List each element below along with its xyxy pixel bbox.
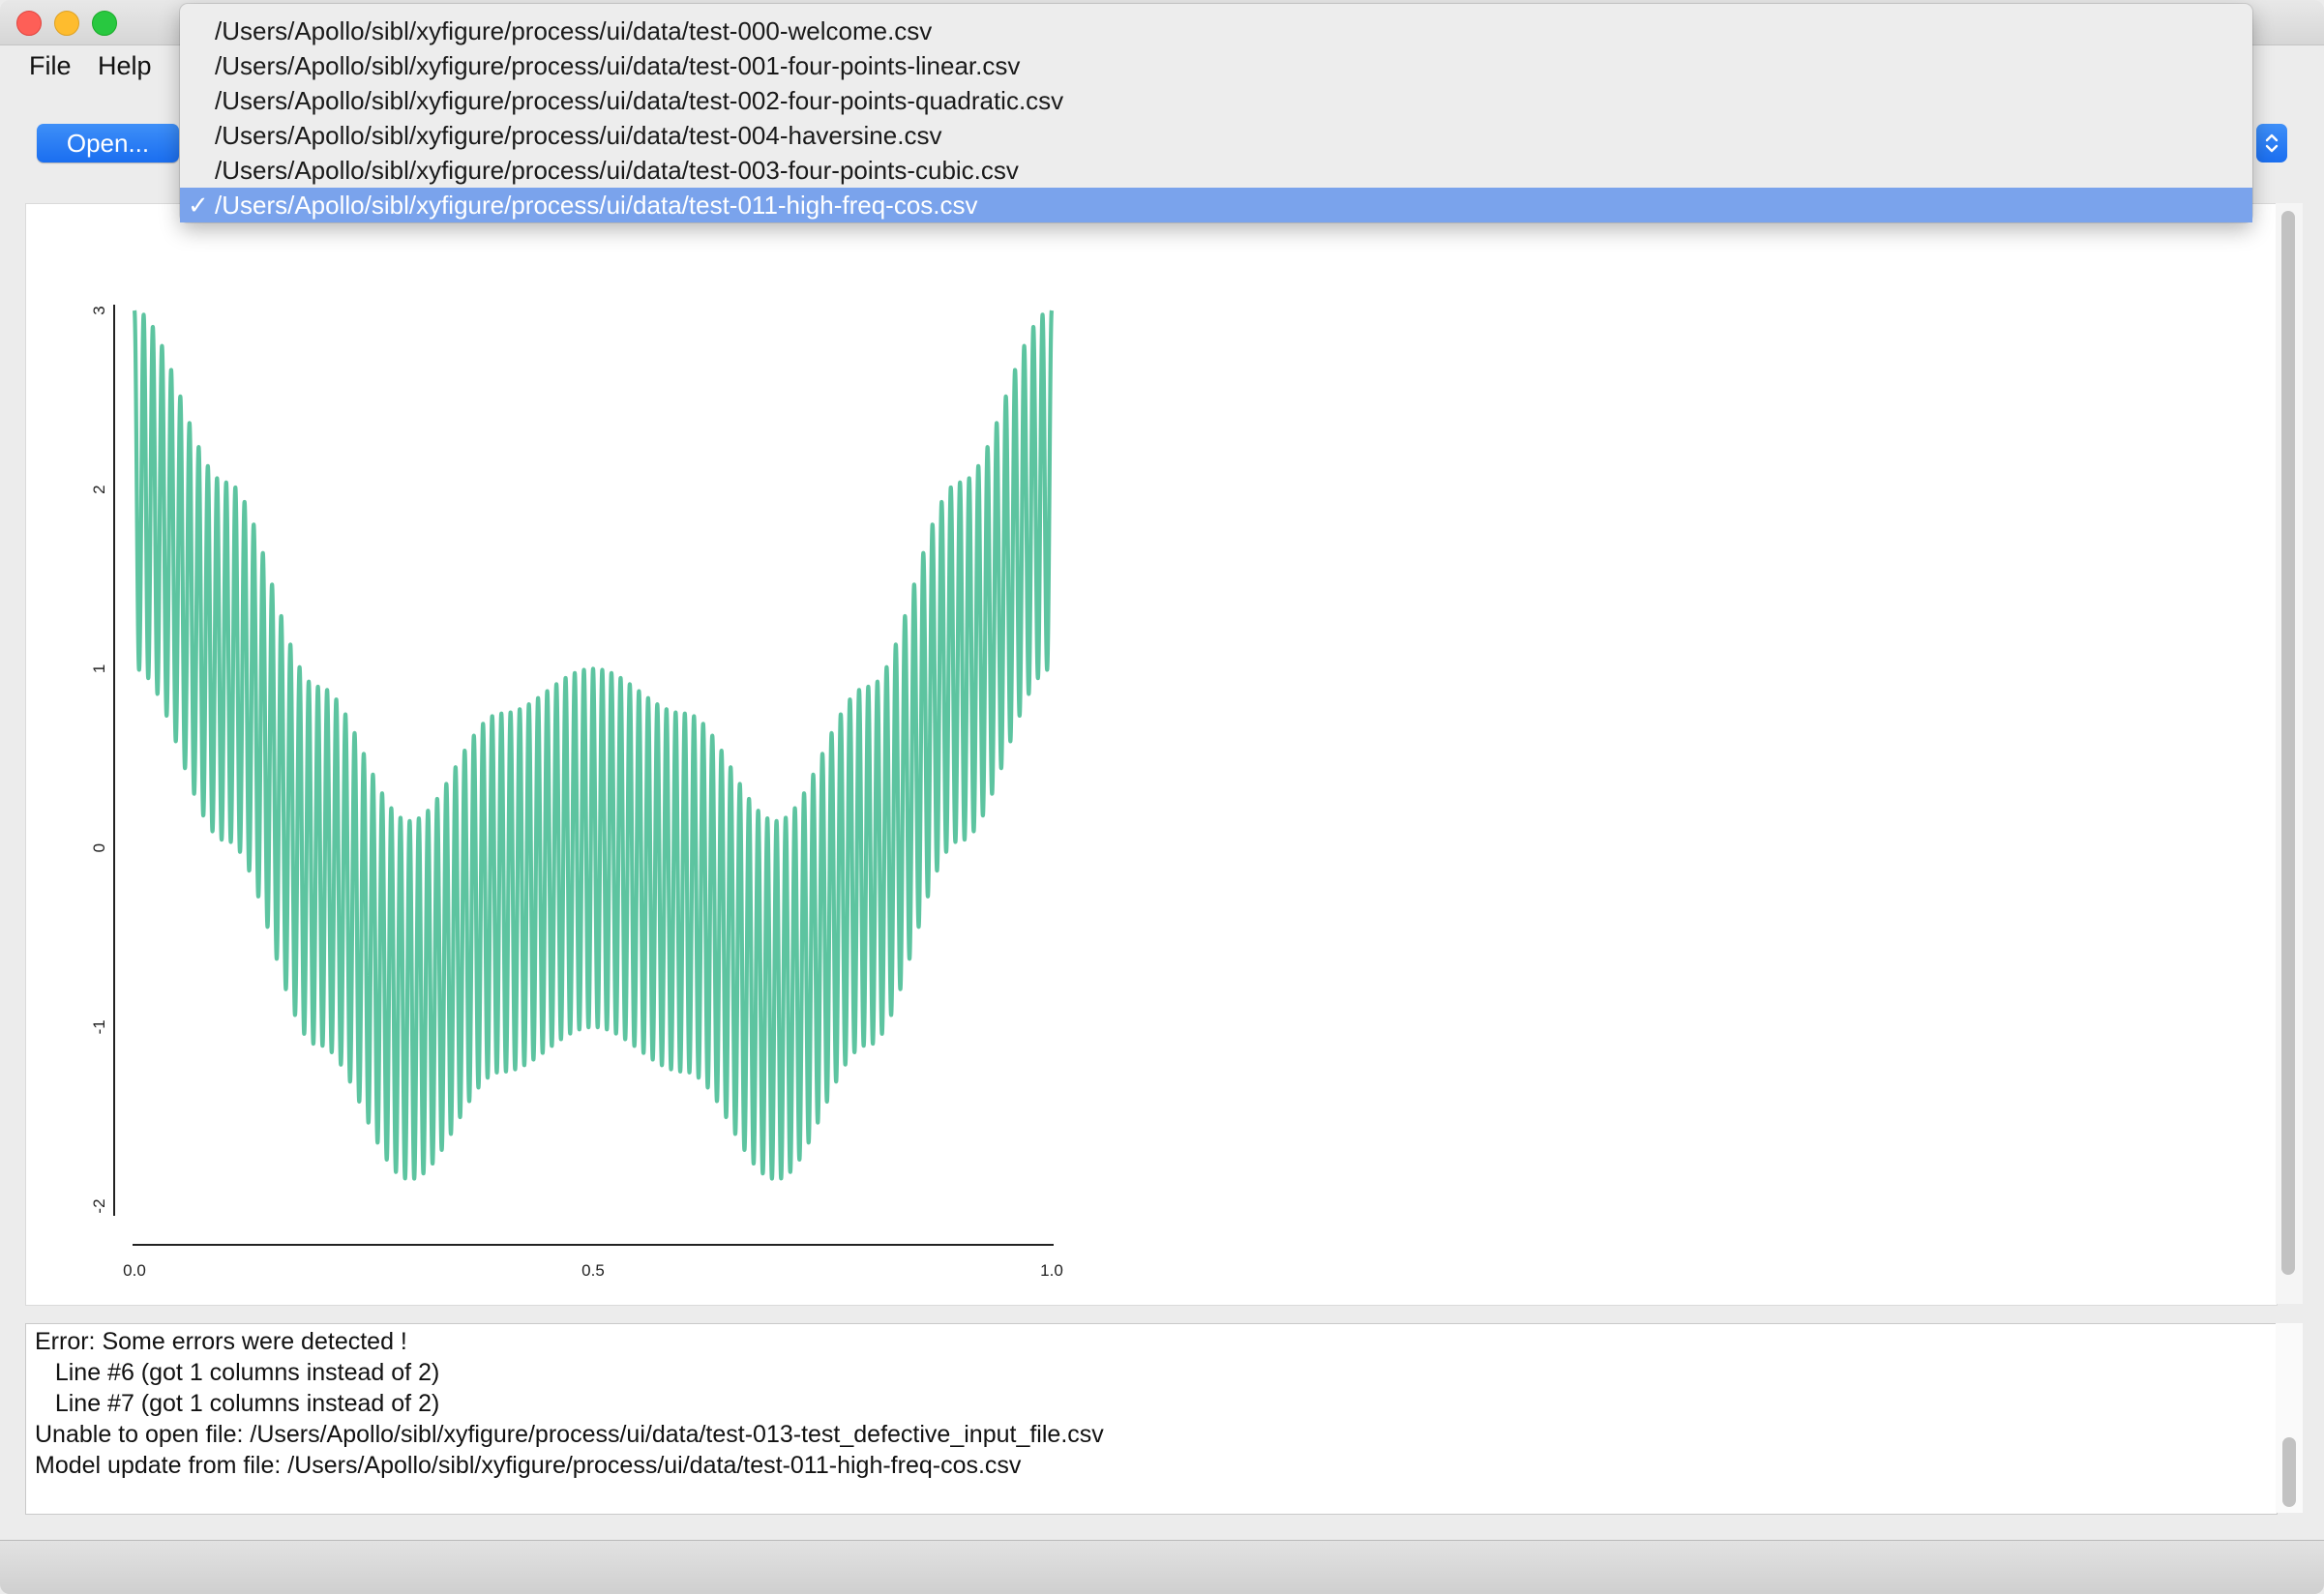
plot-scrollbar[interactable] [2276, 203, 2303, 1304]
log-scrollbar[interactable] [2276, 1323, 2303, 1513]
checkmark-icon: ✓ [188, 191, 209, 220]
dropdown-item[interactable]: /Users/Apollo/sibl/xyfigure/process/ui/d… [215, 156, 1019, 185]
dropdown-item[interactable]: /Users/Apollo/sibl/xyfigure/process/ui/d… [215, 121, 942, 150]
y-tick-label: -2 [90, 1198, 108, 1213]
dropdown-item[interactable]: /Users/Apollo/sibl/xyfigure/process/ui/d… [215, 51, 1021, 80]
chevron-updown-icon [2265, 133, 2279, 153]
log-line: Line #6 (got 1 columns instead of 2) [35, 1359, 440, 1386]
y-tick-label: 0 [90, 843, 108, 852]
maximize-window-button[interactable] [92, 11, 117, 36]
y-tick-label: 2 [90, 485, 108, 493]
plot-panel: 0.0 0.5 1.0 -2 -1 0 1 2 3 [25, 203, 2278, 1306]
plot-scrollbar-thumb[interactable] [2281, 211, 2295, 1275]
y-tick-label: 3 [90, 306, 108, 314]
log-line: Model update from file: /Users/Apollo/si… [35, 1452, 1022, 1479]
line-chart: 0.0 0.5 1.0 -2 -1 0 1 2 3 [90, 305, 1063, 1280]
log-output[interactable]: Error: Some errors were detected ! Line … [25, 1323, 2278, 1515]
status-bar [0, 1540, 2324, 1594]
log-line: Line #7 (got 1 columns instead of 2) [35, 1390, 440, 1417]
minimize-window-button[interactable] [54, 11, 79, 36]
close-window-button[interactable] [16, 11, 42, 36]
dropdown-item[interactable]: /Users/Apollo/sibl/xyfigure/process/ui/d… [215, 86, 1064, 115]
log-line: Error: Some errors were detected ! [35, 1328, 407, 1355]
x-tick-label: 1.0 [1040, 1261, 1063, 1280]
x-tick-label: 0.0 [123, 1261, 146, 1280]
log-line: Unable to open file: /Users/Apollo/sibl/… [35, 1421, 1104, 1448]
series-line [132, 309, 1055, 1181]
file-select-stepper[interactable] [2256, 124, 2287, 162]
dropdown-item[interactable]: /Users/Apollo/sibl/xyfigure/process/ui/d… [215, 16, 933, 45]
dropdown-item-selected[interactable]: ✓ /Users/Apollo/sibl/xyfigure/process/ui… [180, 188, 2252, 222]
menu-file[interactable]: File [29, 51, 72, 80]
y-tick-label: -1 [90, 1019, 108, 1034]
file-dropdown-menu: /Users/Apollo/sibl/xyfigure/process/ui/d… [180, 4, 2252, 222]
log-scrollbar-thumb[interactable] [2282, 1437, 2296, 1507]
open-button[interactable]: Open... [37, 124, 179, 162]
menu-help[interactable]: Help [98, 51, 152, 80]
y-tick-label: 1 [90, 664, 108, 673]
x-tick-label: 0.5 [581, 1261, 605, 1280]
